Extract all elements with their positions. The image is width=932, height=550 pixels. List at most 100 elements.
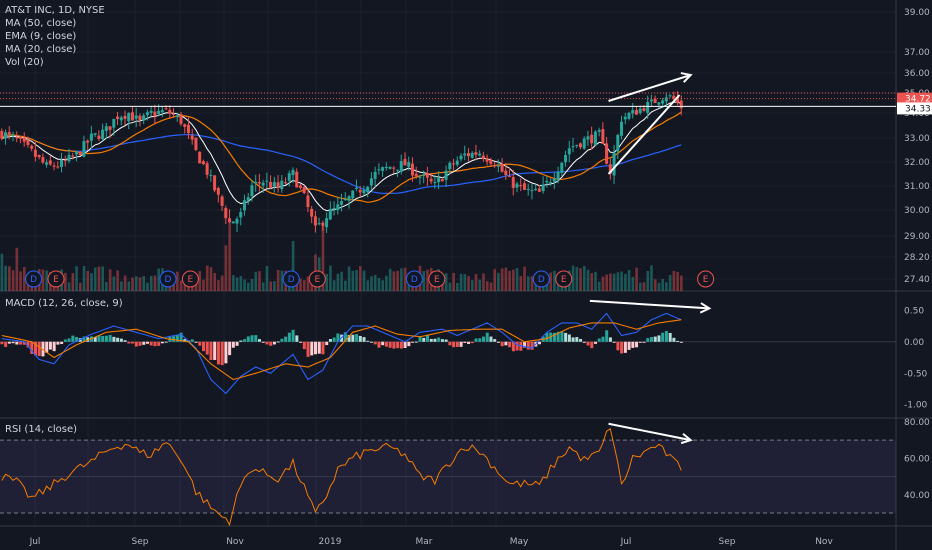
candle[interactable] bbox=[571, 146, 575, 148]
candle[interactable] bbox=[474, 152, 478, 155]
candle[interactable] bbox=[384, 167, 388, 169]
candle[interactable] bbox=[116, 116, 120, 120]
dividend-marker[interactable] bbox=[405, 270, 423, 288]
candle[interactable] bbox=[123, 115, 127, 119]
candle[interactable] bbox=[269, 182, 273, 188]
candle[interactable] bbox=[425, 173, 429, 178]
time-axis[interactable]: Jul Sep Nov 2019 Mar May Jul Sep Nov bbox=[29, 537, 834, 547]
candle[interactable] bbox=[508, 176, 512, 178]
candle[interactable] bbox=[52, 165, 56, 167]
candle[interactable] bbox=[388, 166, 392, 169]
candle[interactable] bbox=[549, 182, 553, 184]
candle[interactable] bbox=[101, 129, 105, 140]
candle[interactable] bbox=[545, 180, 549, 183]
earnings-marker[interactable] bbox=[428, 270, 446, 288]
candle[interactable] bbox=[396, 169, 400, 171]
candle[interactable] bbox=[590, 134, 594, 144]
candle[interactable] bbox=[254, 181, 258, 184]
candle[interactable] bbox=[541, 184, 545, 192]
candle[interactable] bbox=[354, 187, 358, 189]
candle[interactable] bbox=[220, 196, 224, 206]
candle[interactable] bbox=[153, 111, 157, 116]
candle[interactable] bbox=[272, 182, 276, 187]
candle[interactable] bbox=[63, 159, 67, 161]
candle[interactable] bbox=[160, 110, 164, 113]
candle[interactable] bbox=[351, 190, 355, 199]
candle[interactable] bbox=[235, 218, 239, 224]
candle[interactable] bbox=[11, 135, 15, 137]
candle[interactable] bbox=[414, 173, 418, 177]
candle[interactable] bbox=[213, 175, 217, 191]
candle[interactable] bbox=[306, 195, 310, 208]
candle[interactable] bbox=[108, 126, 112, 130]
candle[interactable] bbox=[93, 133, 97, 135]
candle[interactable] bbox=[190, 135, 194, 140]
candle[interactable] bbox=[231, 221, 235, 224]
candle[interactable] bbox=[175, 115, 179, 118]
candle[interactable] bbox=[284, 182, 288, 184]
earnings-marker[interactable] bbox=[47, 270, 65, 288]
legend-macd[interactable]: MACD (12, 26, close, 9) bbox=[5, 298, 123, 309]
candle[interactable] bbox=[381, 167, 385, 171]
dividend-marker[interactable] bbox=[532, 270, 550, 288]
candle[interactable] bbox=[418, 176, 422, 178]
candle[interactable] bbox=[489, 159, 493, 164]
candle[interactable] bbox=[56, 166, 60, 168]
candle[interactable] bbox=[452, 163, 456, 165]
candle[interactable] bbox=[22, 137, 26, 142]
candle[interactable] bbox=[646, 102, 650, 113]
candle[interactable] bbox=[530, 190, 534, 192]
candle[interactable] bbox=[485, 157, 489, 162]
candle[interactable] bbox=[82, 141, 86, 157]
legend-ma50[interactable]: MA (50, close) bbox=[5, 18, 77, 29]
candle[interactable] bbox=[493, 165, 497, 167]
candle[interactable] bbox=[321, 222, 325, 226]
candle[interactable] bbox=[310, 208, 314, 217]
candle[interactable] bbox=[668, 95, 672, 97]
legend-symbol[interactable]: AT&T INC, 1D, NYSE bbox=[5, 5, 105, 16]
candle[interactable] bbox=[37, 154, 41, 158]
candle[interactable] bbox=[0, 130, 4, 139]
legend-vol[interactable]: Vol (20) bbox=[5, 57, 44, 68]
candle[interactable] bbox=[470, 152, 474, 158]
candle[interactable] bbox=[676, 97, 680, 103]
candle[interactable] bbox=[172, 113, 176, 115]
candle[interactable] bbox=[649, 99, 653, 102]
candle[interactable] bbox=[455, 160, 459, 165]
candle[interactable] bbox=[608, 164, 612, 174]
candle[interactable] bbox=[358, 189, 362, 193]
candle[interactable] bbox=[403, 159, 407, 166]
candle[interactable] bbox=[60, 160, 64, 168]
candle[interactable] bbox=[97, 135, 101, 139]
candle[interactable] bbox=[15, 137, 19, 139]
candle[interactable] bbox=[661, 100, 665, 104]
earnings-marker[interactable] bbox=[181, 270, 199, 288]
candle[interactable] bbox=[250, 185, 254, 197]
candle[interactable] bbox=[30, 145, 34, 149]
candle[interactable] bbox=[26, 139, 30, 145]
candle[interactable] bbox=[496, 165, 500, 167]
candle[interactable] bbox=[265, 180, 269, 182]
candle[interactable] bbox=[41, 157, 45, 163]
candle[interactable] bbox=[7, 132, 11, 134]
candle[interactable] bbox=[433, 182, 437, 184]
candle[interactable] bbox=[157, 110, 161, 114]
candle[interactable] bbox=[168, 109, 172, 114]
candle[interactable] bbox=[313, 216, 317, 226]
candle[interactable] bbox=[183, 124, 187, 127]
candlesticks[interactable] bbox=[0, 91, 683, 233]
candle[interactable] bbox=[642, 108, 646, 111]
candle[interactable] bbox=[377, 169, 381, 171]
candle[interactable] bbox=[89, 133, 93, 141]
candle[interactable] bbox=[500, 163, 504, 172]
candle[interactable] bbox=[257, 181, 261, 184]
candle[interactable] bbox=[556, 171, 560, 180]
candle[interactable] bbox=[448, 162, 452, 170]
candle[interactable] bbox=[586, 136, 590, 140]
candle[interactable] bbox=[332, 207, 336, 210]
candle[interactable] bbox=[149, 110, 153, 113]
candle[interactable] bbox=[67, 154, 71, 162]
candle[interactable] bbox=[78, 152, 82, 156]
drawing-annotations[interactable] bbox=[589, 72, 712, 445]
candle[interactable] bbox=[392, 167, 396, 169]
